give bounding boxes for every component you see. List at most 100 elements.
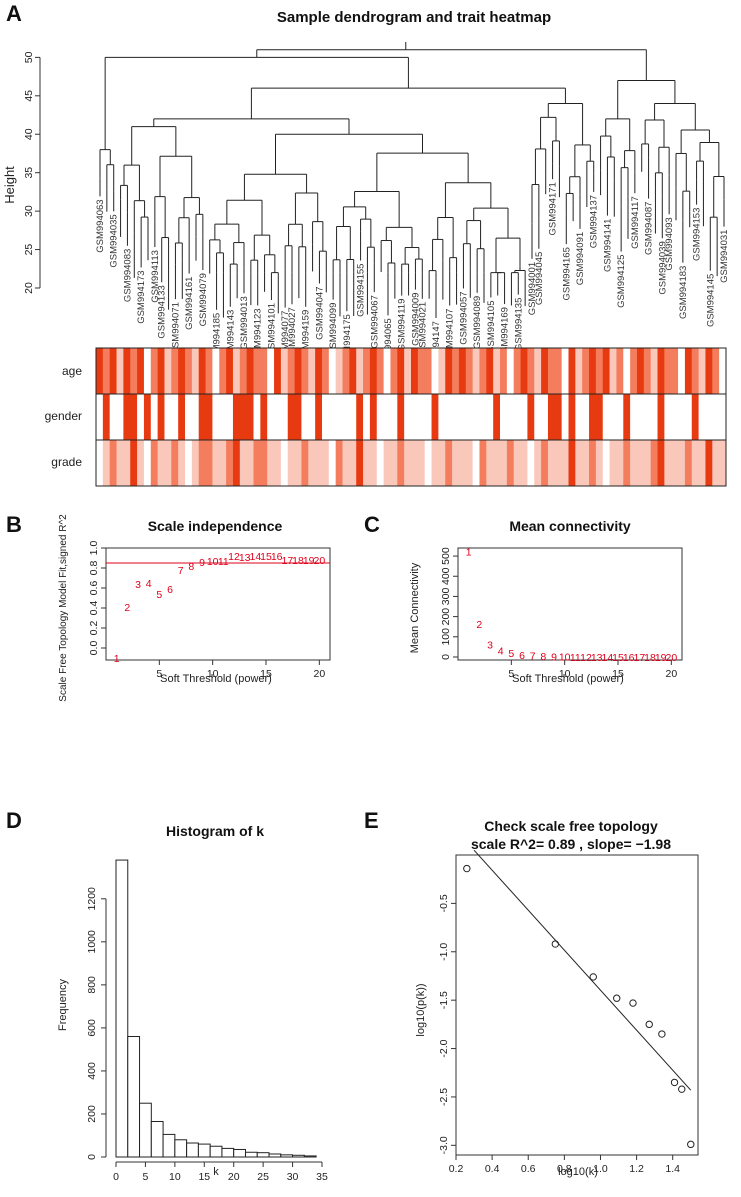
scale-independence-point-label: 1: [114, 653, 120, 665]
heatmap-cell-grade: [404, 440, 412, 486]
heatmap-cell-gender: [623, 394, 631, 440]
scale-independence-y-tick-label: 0.0: [88, 641, 100, 656]
heatmap-cell-gender: [582, 394, 590, 440]
heatmap-cell-grade: [691, 440, 700, 486]
heatmap-cell-gender: [116, 394, 124, 440]
sample-label: GSM994141: [602, 219, 613, 272]
sample-label: GSM994063: [95, 199, 106, 252]
histogram-bar: [115, 859, 129, 1158]
heatmap-cell-gender: [321, 394, 330, 440]
heatmap-cell-grade: [130, 440, 138, 486]
sample-label: GSM994175: [342, 314, 353, 367]
heatmap-cell-grade: [397, 440, 405, 486]
heatmap-cell-gender: [417, 394, 426, 440]
sample-label: GSM994133: [157, 285, 168, 338]
scale-free-title: Check scale free topology: [484, 818, 658, 834]
heatmap-cell-gender: [363, 394, 371, 440]
heatmap-cell-age: [575, 348, 583, 394]
heatmap-cell-age: [363, 348, 371, 394]
heatmap-cell-age: [705, 348, 713, 394]
scale-free-y-tick-label: -1.5: [438, 991, 450, 1009]
scale-independence-point-label: 4: [146, 578, 152, 590]
scale-free-x-label: log10(k): [558, 1166, 598, 1178]
heatmap-cell-gender: [342, 394, 350, 440]
heatmap-cell-gender: [294, 394, 302, 440]
scale-free-point: [551, 940, 560, 948]
sample-label: GSM994107: [445, 309, 456, 362]
mean-connectivity-x-tick-label: 10: [559, 668, 571, 680]
heatmap-cell-gender: [479, 394, 487, 440]
sample-label: GSM994155: [356, 264, 367, 317]
heatmap-cell-grade: [191, 440, 200, 486]
heatmap-cell-age: [232, 348, 241, 394]
heatmap-cell-age: [369, 348, 378, 394]
histogram-x-tick-label: 15: [198, 1171, 210, 1183]
scale-free-y-tick-label: -2.5: [438, 1088, 450, 1106]
sample-label: GSM994185: [212, 313, 223, 366]
heatmap-cell-gender: [239, 394, 248, 440]
heatmap-cell-gender: [636, 394, 645, 440]
heatmap-cell-grade: [383, 440, 391, 486]
heatmap-cell-age: [397, 348, 405, 394]
heatmap-cell-grade: [445, 440, 453, 486]
heatmap-cell-gender: [219, 394, 227, 440]
heatmap-cell-grade: [178, 440, 186, 486]
heatmap-cell-gender: [226, 394, 234, 440]
heatmap-cell-gender: [438, 394, 446, 440]
scale-independence-y-label: Scale Free Topology Model Fit,signed R^2: [58, 514, 69, 702]
heatmap-cell-grade: [260, 440, 268, 486]
heatmap-cell-grade: [376, 440, 385, 486]
heatmap-cell-gender: [698, 394, 706, 440]
heatmap-cell-gender: [445, 394, 453, 440]
sample-label: GSM994039: [657, 241, 668, 294]
heatmap-cell-gender: [102, 394, 111, 440]
dendrogram-y-tick-label: 20: [23, 282, 35, 294]
heatmap-cell-grade: [602, 440, 610, 486]
heatmap-cell-grade: [589, 440, 597, 486]
heatmap-cell-grade: [493, 440, 501, 486]
heatmap-cell-gender: [315, 394, 323, 440]
histogram-bar: [292, 1154, 305, 1158]
histogram-bar: [268, 1153, 282, 1158]
heatmap-cell-age: [280, 348, 289, 394]
heatmap-cell-age: [609, 348, 617, 394]
sample-label: GSM994077: [280, 311, 291, 364]
heatmap-cell-age: [630, 348, 638, 394]
histogram-y-tick-label: 800: [86, 976, 98, 994]
heatmap-cell-gender: [287, 394, 295, 440]
heatmap-cell-age: [178, 348, 186, 394]
heatmap-cell-gender: [541, 394, 549, 440]
heatmap-cell-gender: [719, 394, 727, 440]
heatmap-cell-grade: [623, 440, 631, 486]
heatmap-cell-grade: [150, 440, 159, 486]
scale-free-point: [645, 1020, 653, 1029]
heatmap-cell-age: [486, 348, 494, 394]
heatmap-cell-gender: [109, 394, 117, 440]
heatmap-cell-grade: [657, 440, 665, 486]
heatmap-cell-age: [315, 348, 323, 394]
dendrogram-y-label: Height: [2, 166, 17, 204]
heatmap-cell-gender: [246, 394, 254, 440]
heatmap-cell-grade: [465, 440, 474, 486]
scale-independence-point-label: 9: [199, 557, 205, 569]
heatmap-cell-gender: [616, 394, 624, 440]
heatmap-cell-grade: [698, 440, 706, 486]
scale-free-y-label: log10(p(k)): [415, 983, 427, 1036]
histogram-x-tick-label: 20: [228, 1171, 240, 1183]
histogram-bar: [197, 1143, 211, 1158]
mean-connectivity-point-label: 1: [466, 546, 472, 558]
histogram-x-tick-label: 10: [169, 1171, 181, 1183]
sample-label: GSM994013: [239, 296, 250, 349]
heatmap-cell-grade: [356, 440, 364, 486]
scale-independence-point-label: 10: [207, 556, 219, 568]
heatmap-cell-age: [664, 348, 672, 394]
heatmap-cell-gender: [232, 394, 241, 440]
heatmap-cell-gender: [191, 394, 200, 440]
trait-label-age: age: [62, 364, 82, 378]
mean-connectivity-point-label: 8: [540, 651, 546, 663]
histogram-y-tick-label: 200: [86, 1105, 98, 1123]
sample-label: GSM994137: [589, 195, 600, 248]
mean-connectivity-y-tick-label: 100: [440, 628, 452, 646]
heatmap-cell-gender: [157, 394, 165, 440]
mean-connectivity-point-label: 15: [612, 652, 624, 664]
